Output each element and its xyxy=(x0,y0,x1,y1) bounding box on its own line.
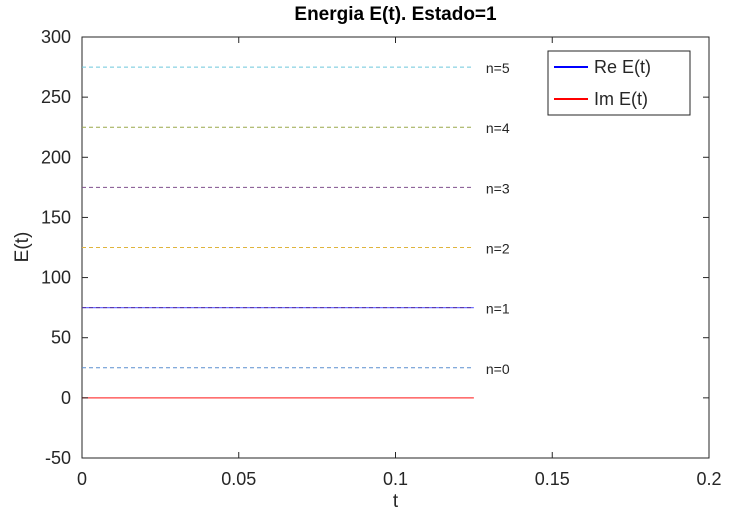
x-tick-label: 0 xyxy=(77,469,87,489)
y-axis: -50 0 50 100 150 200 250 300 xyxy=(41,27,709,468)
reference-label-n0: n=0 xyxy=(486,361,510,377)
x-tick-label: 0.15 xyxy=(535,469,570,489)
reference-label-n5: n=5 xyxy=(486,60,510,76)
y-tick-label: 150 xyxy=(41,207,71,227)
series-lines xyxy=(82,306,474,399)
y-tick-label: 100 xyxy=(41,268,71,288)
y-tick-label: 300 xyxy=(41,27,71,47)
y-axis-label: E(t) xyxy=(12,232,33,263)
x-tick-label: 0.05 xyxy=(221,469,256,489)
y-tick-label: 50 xyxy=(51,328,71,348)
y-tick-label: 250 xyxy=(41,87,71,107)
y-tick-label: -50 xyxy=(45,448,71,468)
legend-label-re: Re E(t) xyxy=(594,57,651,77)
x-tick-label: 0.1 xyxy=(383,469,408,489)
legend-label-im: Im E(t) xyxy=(594,89,648,109)
y-tick-label: 200 xyxy=(41,147,71,167)
reference-label-n4: n=4 xyxy=(486,120,510,136)
x-tick-label: 0.2 xyxy=(696,469,721,489)
legend-box xyxy=(547,50,691,116)
legend: Re E(t) Im E(t) xyxy=(547,50,691,116)
reference-labels: n=0 n=1 n=2 n=3 n=4 n=5 xyxy=(486,60,510,377)
reference-label-n3: n=3 xyxy=(486,180,510,196)
chart-title: Energia E(t). Estado=1 xyxy=(294,4,497,25)
x-axis: 0 0.05 0.1 0.15 0.2 xyxy=(77,37,722,489)
x-axis-label: t xyxy=(393,491,399,512)
reference-label-n1: n=1 xyxy=(486,301,510,317)
reference-label-n2: n=2 xyxy=(486,241,510,257)
y-tick-label: 0 xyxy=(61,388,71,408)
